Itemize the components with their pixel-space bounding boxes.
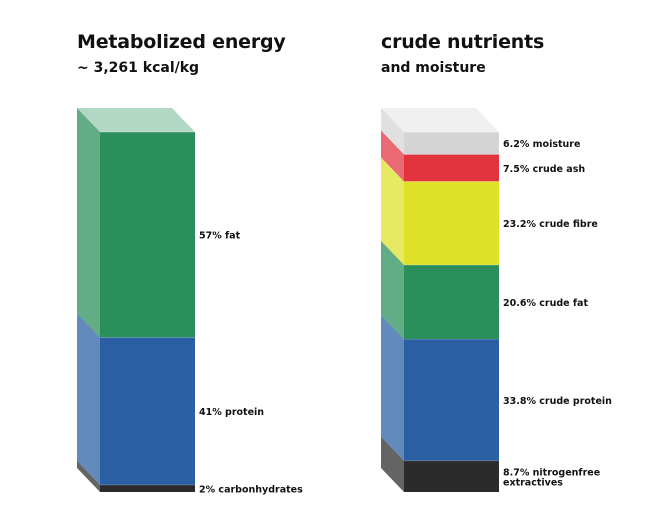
nutrients-segment-side-6-2-moisture (381, 108, 404, 155)
energy-segment-57-fat (100, 132, 195, 338)
nutrients-segment-side-33-8-crude-protein (381, 315, 404, 461)
nutrients-stacked-bar: 8.7% nitrogenfree extractives 33.8% crude … (381, 108, 612, 492)
energy-chart-subtitle: ~ 3,261 kcal/kg (77, 60, 200, 76)
nutrients-chart-subtitle: and moisture (381, 60, 486, 76)
nutrients-segment-side-23-2-crude-fibre (381, 157, 404, 265)
nutrients-bar-top-face (381, 108, 499, 132)
nutrients-chart-title: crude nutrients (381, 31, 545, 53)
nutrients-segment-side-20-6-crude-fat (381, 240, 404, 339)
nutrients-label-33-8-crude-protein: 33.8% crude protein (503, 396, 612, 407)
nutrients-segment-23-2-crude-fibre (404, 181, 499, 265)
nutrients-segment-7-5-crude-ash (404, 154, 499, 182)
energy-segment-side-57-fat (77, 108, 100, 338)
energy-stacked-bar: 2% carbonhydrates 41% protein 57% fat (77, 108, 303, 495)
energy-chart-title: Metabolized energy (77, 31, 286, 53)
energy-label-57-fat: 57% fat (199, 231, 241, 242)
energy-bar-top-face (77, 108, 195, 132)
nutrients-segment-8-7-nitrogenfree-extractives (404, 460, 499, 492)
nutrients-label-20-6-crude-fat: 20.6% crude fat (503, 298, 588, 309)
nutrients-segment-6-2-moisture (404, 132, 499, 155)
nutrients-segment-33-8-crude-protein (404, 339, 499, 461)
nutrients-label-7-5-crude-ash: 7.5% crude ash (503, 164, 585, 175)
energy-segment-side-41-protein (77, 313, 100, 485)
energy-segment-side-2-carbonhydrates (77, 460, 100, 492)
nutrients-label-8-7-nitrogenfree-extractives: 8.7% nitrogenfree extractives (503, 467, 600, 488)
energy-label-2-carbonhydrates: 2% carbonhydrates (199, 484, 303, 495)
energy-label-41-protein: 41% protein (199, 407, 264, 418)
nutrients-label-23-2-crude-fibre: 23.2% crude fibre (503, 219, 598, 230)
energy-segment-2-carbonhydrates (100, 484, 195, 492)
nutrients-segment-side-7-5-crude-ash (381, 130, 404, 182)
nutrients-segment-side-8-7-nitrogenfree-extractives (381, 436, 404, 492)
energy-segment-41-protein (100, 337, 195, 485)
nutrients-label-6-2-moisture: 6.2% moisture (503, 139, 580, 150)
nutrients-segment-20-6-crude-fat (404, 264, 499, 339)
